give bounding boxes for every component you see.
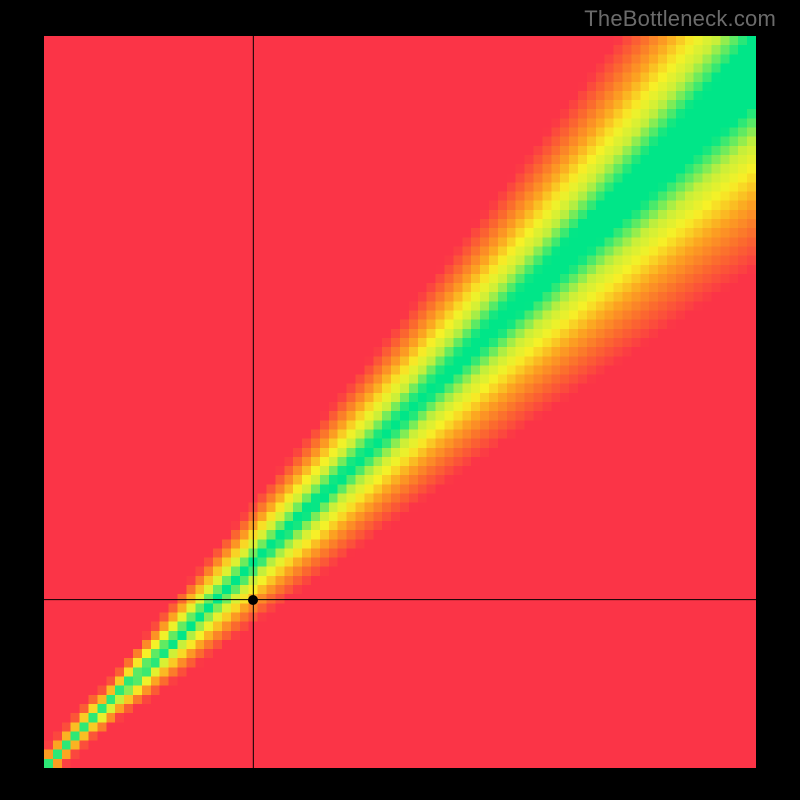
crosshair-marker-dot: [248, 595, 258, 605]
watermark-text: TheBottleneck.com: [584, 6, 776, 32]
bottleneck-heatmap: [44, 36, 756, 768]
chart-container: TheBottleneck.com: [0, 0, 800, 800]
